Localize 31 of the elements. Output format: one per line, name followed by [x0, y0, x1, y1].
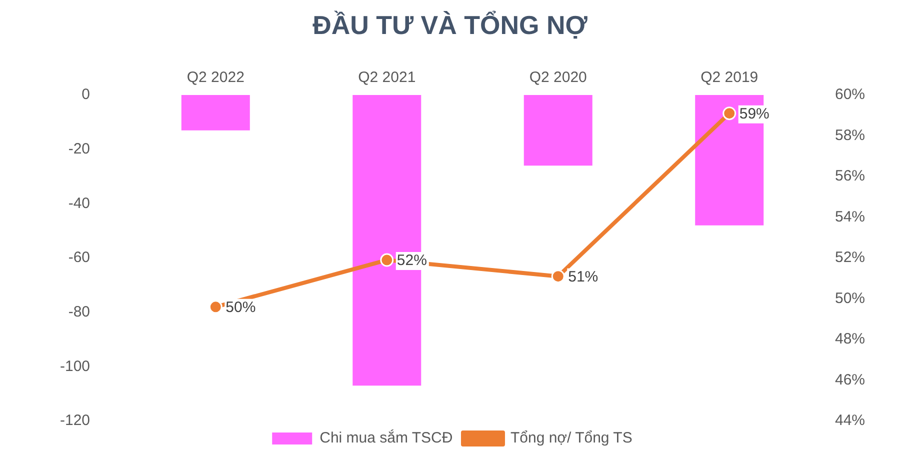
x-tick-label: Q2 2019 — [700, 69, 758, 86]
data-label: 59% — [739, 105, 770, 122]
legend-label: Tổng nợ/ Tổng TS — [510, 430, 632, 447]
x-tick-label: Q2 2020 — [529, 69, 587, 86]
point — [380, 253, 394, 267]
point — [551, 270, 565, 284]
y-tick-label: -40 — [68, 194, 90, 212]
data-label: 50% — [226, 299, 256, 316]
y2-tick-label: 48% — [834, 330, 866, 348]
y2-tick-label: 54% — [834, 208, 866, 226]
point — [722, 106, 736, 120]
chart-title: ĐẦU TƯ VÀ TỔNG NỢ — [312, 9, 588, 42]
y2-tick-label: 56% — [834, 168, 866, 185]
y2-tick-label: 60% — [834, 86, 866, 104]
point — [208, 300, 222, 314]
y2-tick-label: 44% — [834, 412, 866, 430]
y2-tick-label: 52% — [834, 249, 866, 266]
legend-label: Chi mua sắm TSCĐ — [320, 428, 453, 447]
y2-tick-label: 50% — [834, 290, 866, 307]
y2-tick-label: 46% — [834, 371, 866, 388]
y-tick-label: 0 — [82, 86, 90, 104]
y-tick-label: -100 — [60, 358, 90, 375]
y-tick-label: -60 — [68, 249, 90, 266]
data-label: 52% — [396, 252, 427, 270]
y-tick-label: -120 — [60, 412, 90, 430]
y-tick-label: -20 — [68, 140, 90, 158]
y2-tick-label: 58% — [834, 126, 866, 144]
x-tick-label: Q2 2022 — [186, 69, 244, 86]
data-label: 51% — [568, 268, 598, 286]
x-tick-label: Q2 2021 — [358, 69, 416, 86]
y-tick-label: -80 — [68, 303, 90, 320]
